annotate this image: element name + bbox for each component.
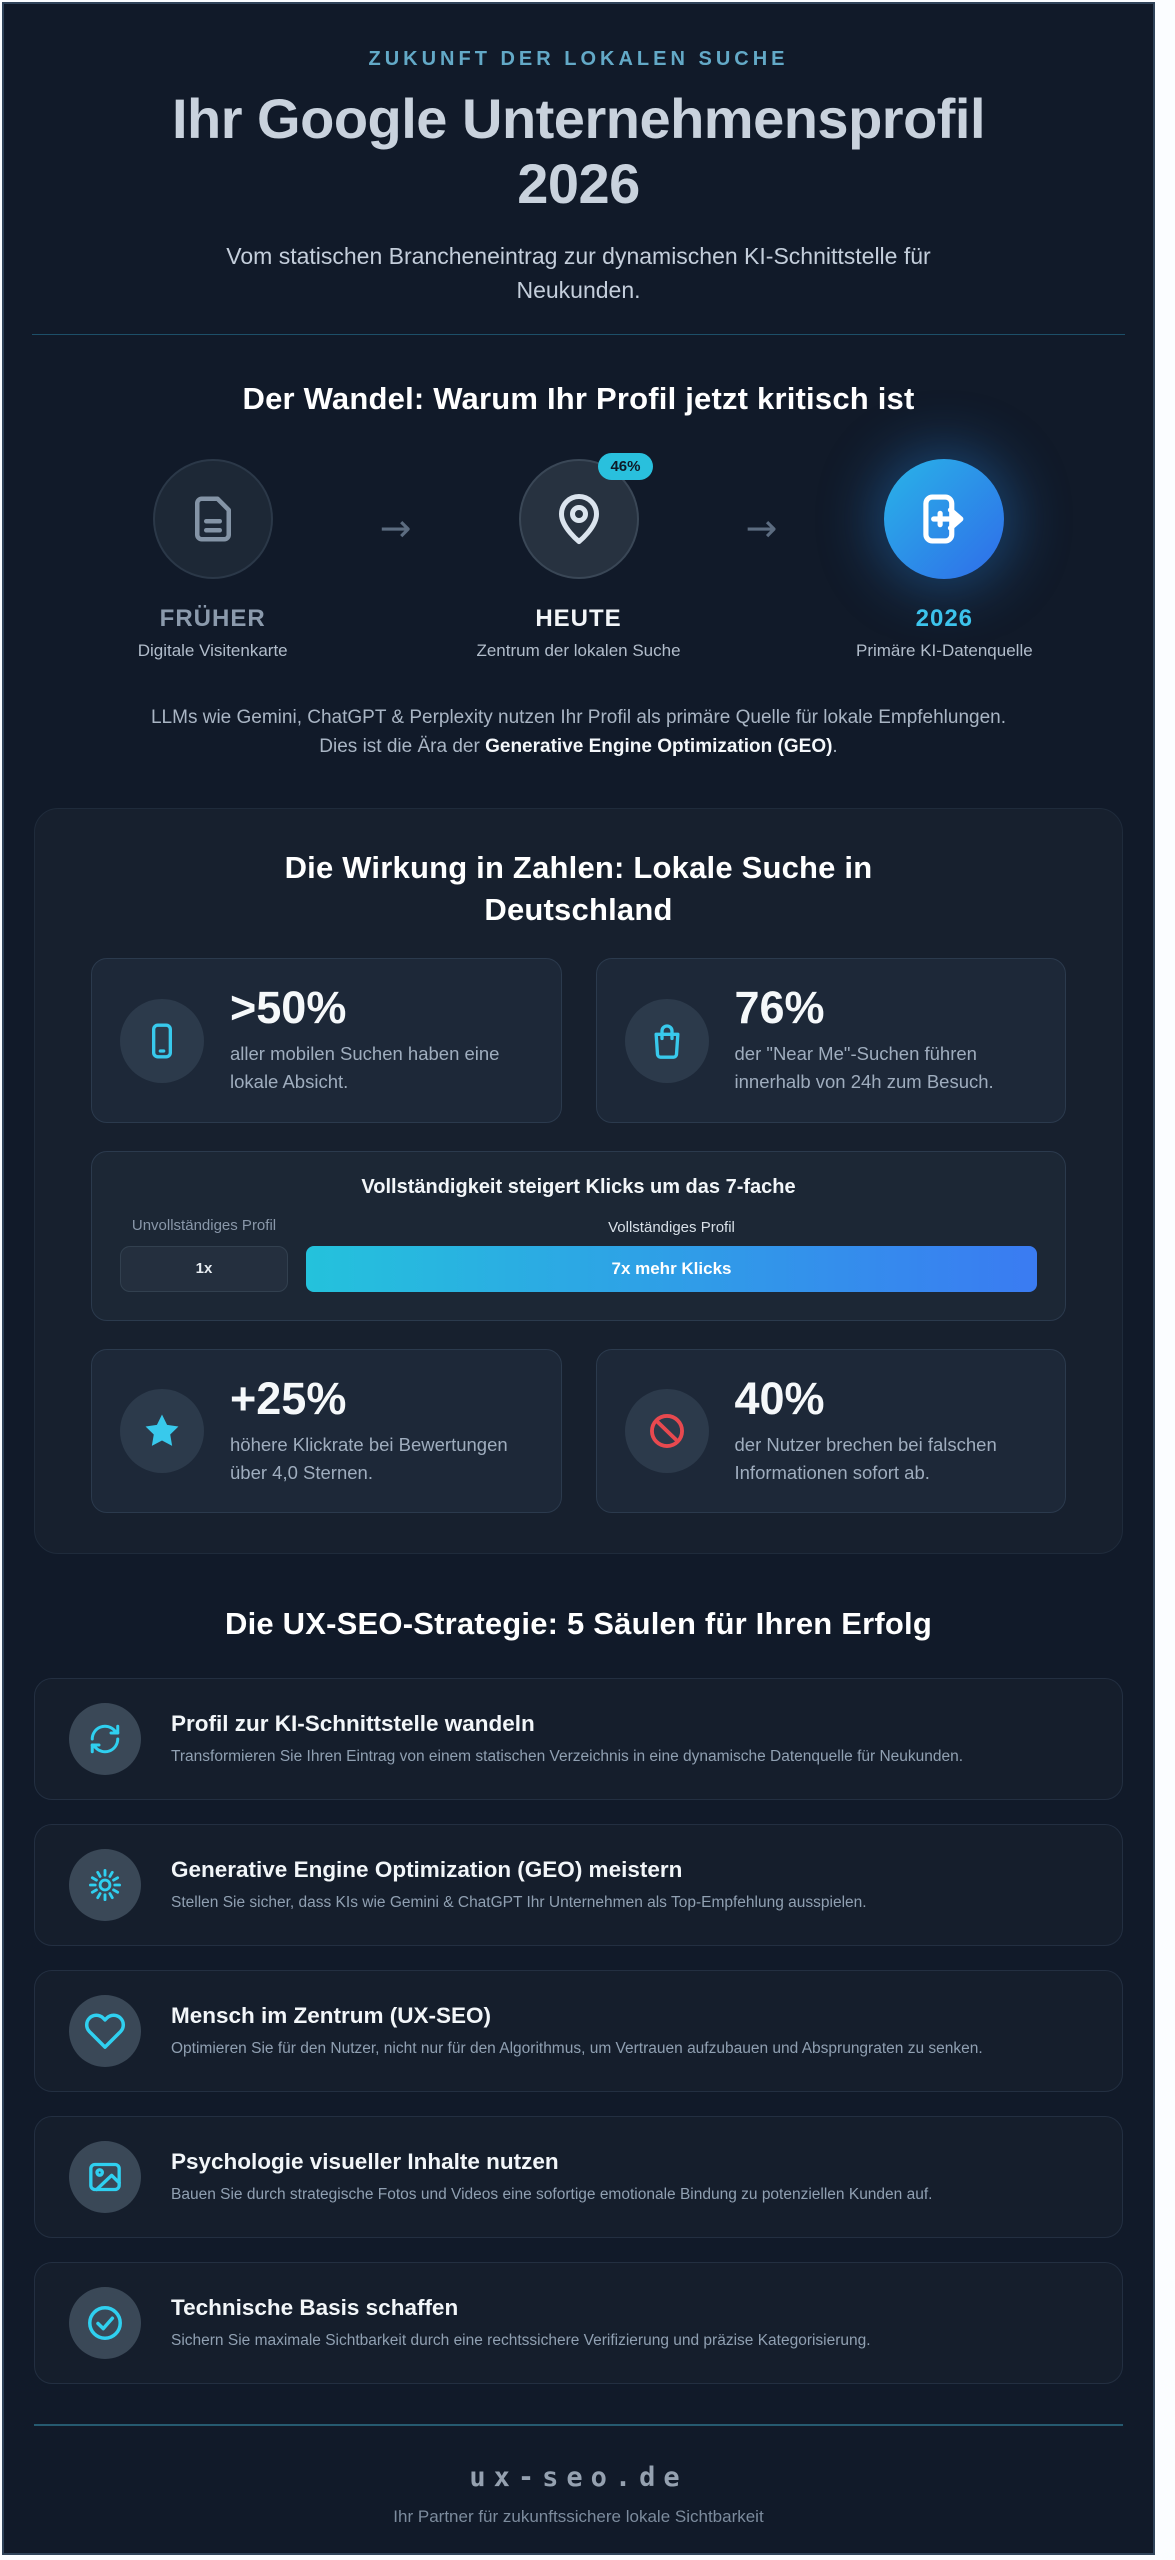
kicker: ZUKUNFT DER LOKALEN SUCHE bbox=[368, 48, 789, 70]
stage-2026: 2026 Primäre KI-Datenquelle bbox=[813, 458, 1075, 661]
pillar-title: Profil zur KI-Schnittstelle wandeln bbox=[171, 1710, 535, 1736]
shopping-bag-icon bbox=[624, 998, 709, 1083]
section-strategy: Die UX-SEO-Strategie: 5 Säulen für Ihren… bbox=[4, 1606, 1153, 2385]
pillar-card-1: Profil zur KI-Schnittstelle wandeln Tran… bbox=[34, 1678, 1123, 1801]
pillar-list: Profil zur KI-Schnittstelle wandeln Tran… bbox=[34, 1678, 1123, 2385]
wandel-heading: Der Wandel: Warum Ihr Profil jetzt kriti… bbox=[242, 380, 915, 416]
note-prefix: LLMs wie Gemini, ChatGPT & Perplexity nu… bbox=[150, 706, 1007, 758]
note-bold: Generative Engine Optimization (GEO) bbox=[485, 736, 833, 758]
stat-text: aller mobilen Suchen haben eine lokale A… bbox=[230, 1043, 500, 1093]
image-icon bbox=[69, 2141, 141, 2214]
stage-sublabel: Primäre KI-Datenquelle bbox=[855, 640, 1033, 660]
page-subtitle: Vom statischen Brancheneintrag zur dynam… bbox=[226, 242, 931, 304]
pillar-card-2: Generative Engine Optimization (GEO) mei… bbox=[34, 1824, 1123, 1947]
clicks-chart: Vollständigkeit steigert Klicks um das 7… bbox=[91, 1150, 1066, 1321]
stage-circle-present: 46% bbox=[518, 452, 653, 579]
document-icon bbox=[186, 492, 240, 546]
strategy-heading: Die UX-SEO-Strategie: 5 Säulen für Ihren… bbox=[224, 1606, 933, 1642]
brand-wordmark: ux-seo.de bbox=[469, 2462, 688, 2494]
pillar-title: Generative Engine Optimization (GEO) mei… bbox=[171, 1856, 683, 1882]
stat-card-abort: 40% der Nutzer brechen bei falschen Info… bbox=[595, 1348, 1066, 1514]
stage-label: FRÜHER bbox=[159, 604, 266, 632]
arrow-right-icon: → bbox=[745, 505, 778, 550]
pillar-title: Psychologie visueller Inhalte nutzen bbox=[171, 2148, 559, 2174]
check-circle-icon bbox=[69, 2287, 141, 2360]
pillar-desc: Bauen Sie durch strategische Fotos und V… bbox=[171, 2185, 933, 2203]
stat-grid-bottom: +25% höhere Klickrate bei Bewertungen üb… bbox=[91, 1348, 1066, 1514]
stat-value: >50% bbox=[230, 982, 347, 1034]
chart-category-label: Unvollständiges Profil bbox=[131, 1216, 277, 1234]
star-icon bbox=[120, 1389, 204, 1474]
sync-arrows-icon bbox=[69, 1703, 141, 1776]
stat-text: der "Near Me"-Suchen führen innerhalb vo… bbox=[734, 1043, 994, 1093]
section-wandel: Der Wandel: Warum Ihr Profil jetzt kriti… bbox=[4, 381, 1153, 762]
geo-note: LLMs wie Gemini, ChatGPT & Perplexity nu… bbox=[149, 703, 1009, 762]
infographic-canvas: ZUKUNFT DER LOKALEN SUCHE Ihr Google Unt… bbox=[2, 2, 1155, 2555]
stat-value: +25% bbox=[230, 1372, 347, 1424]
file-export-icon bbox=[913, 488, 975, 550]
stage-sublabel: Digitale Visitenkarte bbox=[137, 640, 288, 660]
stat-text: der Nutzer brechen bei falschen Informat… bbox=[734, 1433, 997, 1483]
pillar-desc: Stellen Sie sicher, dass KIs wie Gemini … bbox=[171, 1893, 867, 1911]
stat-value: 76% bbox=[734, 982, 825, 1034]
stage-circle-future bbox=[884, 458, 1005, 579]
heart-icon bbox=[69, 1995, 141, 2068]
stat-card-rating: +25% höhere Klickrate bei Bewertungen üb… bbox=[91, 1348, 562, 1514]
pillar-title: Technische Basis schaffen bbox=[171, 2294, 459, 2320]
pillar-card-5: Technische Basis schaffen Sichern Sie ma… bbox=[34, 2262, 1123, 2385]
pillar-desc: Optimieren Sie für den Nutzer, nicht nur… bbox=[171, 2039, 983, 2057]
stage-label: HEUTE bbox=[535, 604, 622, 632]
stage-frueher: FRÜHER Digitale Visitenkarte bbox=[82, 458, 344, 661]
ai-burst-icon bbox=[69, 1849, 141, 1922]
pillar-desc: Sichern Sie maximale Sichtbarkeit durch … bbox=[171, 2331, 871, 2349]
arrow-right-icon: → bbox=[379, 505, 412, 550]
chart-category-label: Vollständiges Profil bbox=[608, 1218, 735, 1236]
pillar-card-4: Psychologie visueller Inhalte nutzen Bau… bbox=[34, 2116, 1123, 2239]
footer-tagline: Ihr Partner für zukunftssichere lokale S… bbox=[393, 2507, 764, 2527]
impact-heading: Die Wirkung in Zahlen: Lokale Suche in D… bbox=[284, 849, 873, 927]
timeline-stages: FRÜHER Digitale Visitenkarte → 46% HEUTE… bbox=[4, 452, 1153, 661]
map-pin-icon bbox=[549, 489, 609, 549]
stat-grid-top: >50% aller mobilen Suchen haben eine lok… bbox=[91, 958, 1066, 1123]
stat-value: 40% bbox=[734, 1372, 825, 1424]
status-badge: 46% bbox=[598, 452, 653, 480]
stage-circle-past bbox=[152, 458, 273, 579]
footer: ux-seo.de Ihr Partner für zukunftssicher… bbox=[4, 2462, 1153, 2527]
stat-card-nearme: 76% der "Near Me"-Suchen führen innerhal… bbox=[595, 958, 1066, 1123]
stage-sublabel: Zentrum der lokalen Suche bbox=[476, 640, 681, 660]
stat-card-mobile: >50% aller mobilen Suchen haben eine lok… bbox=[91, 958, 562, 1123]
header: ZUKUNFT DER LOKALEN SUCHE Ihr Google Unt… bbox=[4, 4, 1153, 335]
note-suffix: . bbox=[832, 736, 838, 758]
stage-heute: 46% HEUTE Zentrum der lokalen Suche bbox=[448, 452, 710, 661]
footer-divider bbox=[34, 2424, 1123, 2427]
smartphone-icon bbox=[120, 998, 204, 1083]
bar-incomplete-profile: 1x bbox=[120, 1245, 288, 1292]
pillar-desc: Transformieren Sie Ihren Eintrag von ein… bbox=[171, 1747, 964, 1765]
stat-text: höhere Klickrate bei Bewertungen über 4,… bbox=[230, 1433, 508, 1483]
pillar-card-3: Mensch im Zentrum (UX-SEO) Optimieren Si… bbox=[34, 1970, 1123, 2093]
page-title: Ihr Google Unternehmensprofil 2026 bbox=[171, 87, 986, 215]
pillar-title: Mensch im Zentrum (UX-SEO) bbox=[171, 2002, 492, 2028]
section-impact: Die Wirkung in Zahlen: Lokale Suche in D… bbox=[34, 807, 1123, 1555]
chart-title: Vollständigkeit steigert Klicks um das 7… bbox=[361, 1175, 796, 1198]
bar-complete-profile: 7x mehr Klicks bbox=[306, 1245, 1037, 1292]
header-divider bbox=[32, 333, 1125, 335]
ban-icon bbox=[624, 1389, 709, 1474]
stage-label: 2026 bbox=[915, 604, 974, 632]
